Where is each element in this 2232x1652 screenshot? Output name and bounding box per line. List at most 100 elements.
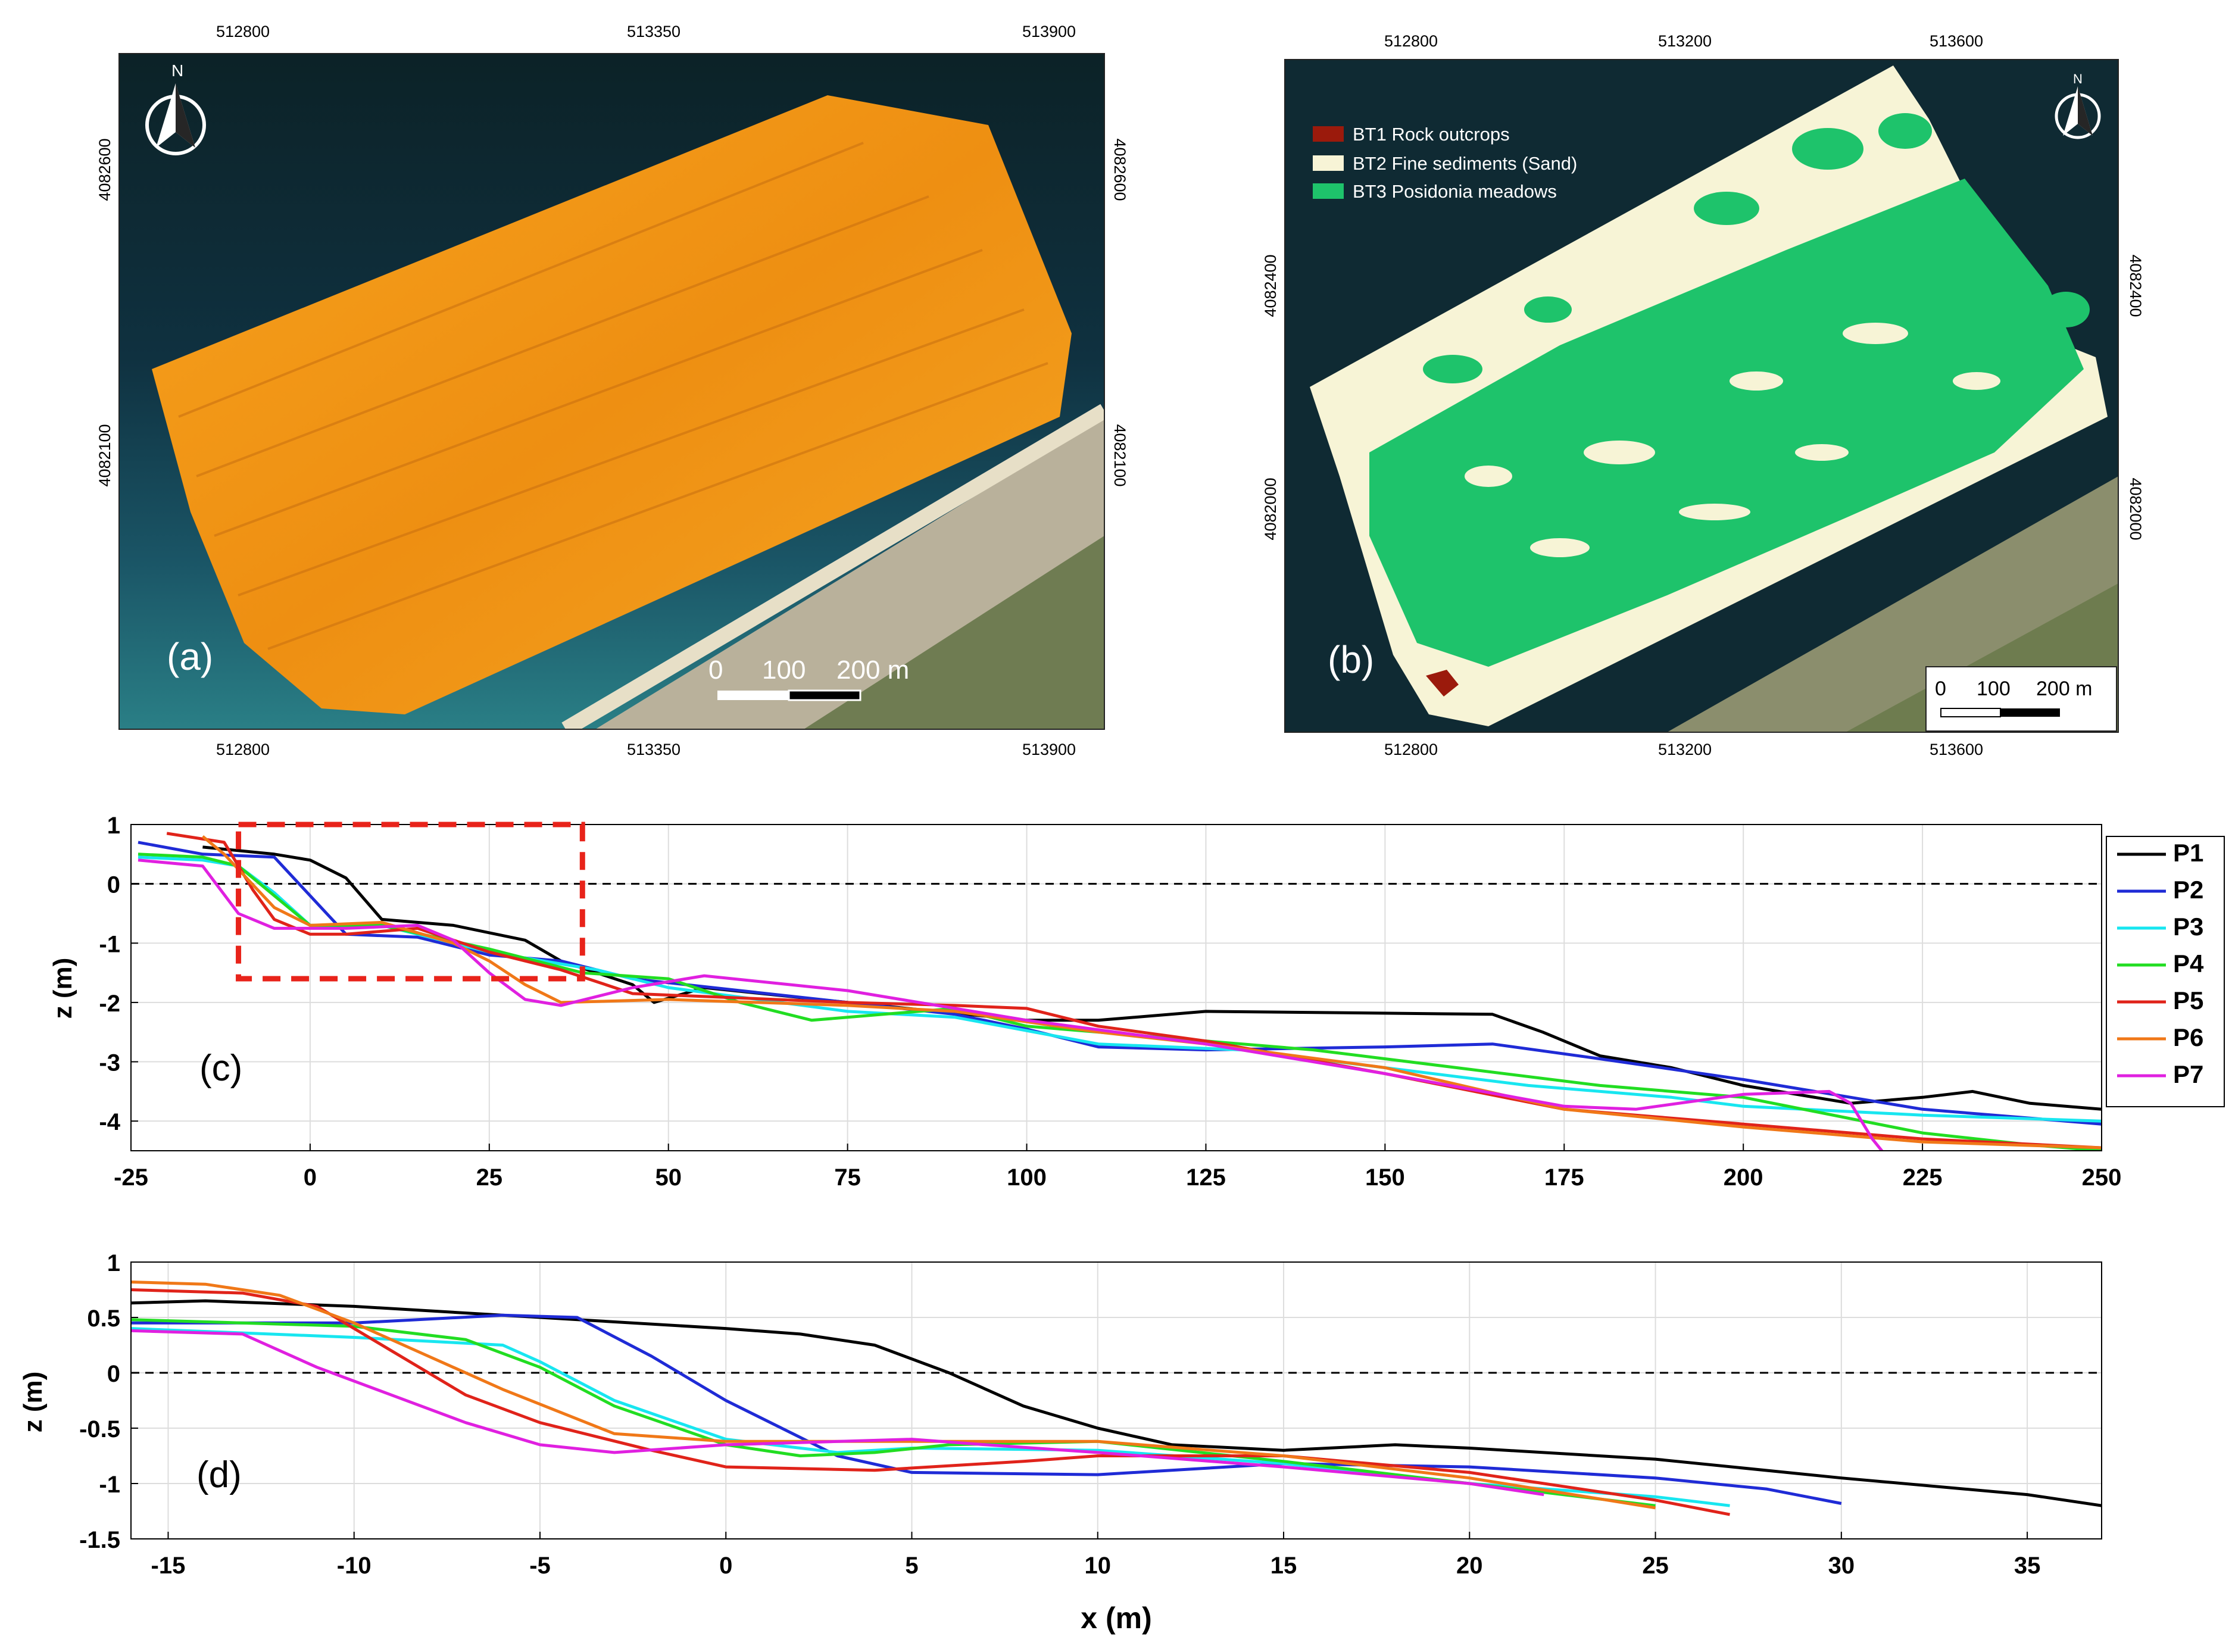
a-xtick-top-3: 513900: [1022, 23, 1076, 40]
legend-label-p4: P4: [2173, 950, 2204, 978]
legend-label-sand: BT2 Fine sediments (Sand): [1353, 153, 1577, 174]
profile-chart-c: -25 0 25 50 75 100 125 150 175 200 225 250 1 0 -1 -2 -3 -…: [48, 813, 2225, 1191]
y-tick-label: -4: [99, 1109, 120, 1135]
x-tick-label: 75: [834, 1164, 861, 1191]
series-line-p6: [201, 835, 2102, 1150]
b-ytick-left-2: 4082000: [1262, 477, 1279, 540]
legend-label-p7: P7: [2173, 1060, 2203, 1088]
a-ytick-right-2: 4082100: [1111, 424, 1129, 486]
b-ytick-right-2: 4082000: [2127, 477, 2144, 540]
panel-d-label: (d): [196, 1454, 242, 1495]
x-tick-label: 150: [1365, 1164, 1405, 1191]
y-tick-label: -2: [99, 991, 120, 1017]
axes-frame-d: [130, 1261, 2102, 1539]
xlabel-d: x (m): [1081, 1601, 1151, 1635]
y-tick-label: 1: [107, 1250, 120, 1276]
legend-label-p5: P5: [2173, 986, 2203, 1014]
ylabel-c: z (m): [48, 958, 77, 1019]
x-tick-label: 100: [1007, 1164, 1047, 1191]
scalebar-b-0: 0: [1935, 677, 1946, 700]
y-tick-label: 0: [107, 872, 120, 898]
series-line-p3: [131, 1327, 1730, 1507]
b-xtick-top-1: 512800: [1384, 32, 1438, 50]
panel-a-map: N 0 100 200 m (a) 512800 513350 513900 5…: [96, 23, 1129, 758]
legend-swatch-sand: [1313, 155, 1344, 171]
x-tick-label: 175: [1544, 1164, 1584, 1191]
x-tick-label: 0: [304, 1164, 317, 1191]
x-tick-label: 30: [1828, 1553, 1855, 1579]
b-xtick-bottom-2: 513200: [1658, 741, 1712, 758]
x-tick-label: 250: [2082, 1164, 2122, 1191]
axes-frame-c: [130, 824, 2102, 1151]
legend-label-p2: P2: [2173, 876, 2203, 904]
y-tick-label: -1: [99, 931, 120, 957]
scalebar-b-200: 200 m: [2036, 677, 2093, 700]
legend-label-p6: P6: [2173, 1023, 2203, 1051]
beach: [561, 404, 1104, 729]
x-tick-label: 25: [476, 1164, 503, 1191]
b-xtick-top-3: 513600: [1930, 32, 1983, 50]
a-xtick-bottom-1: 512800: [216, 741, 270, 758]
b-xtick-bottom-3: 513600: [1930, 741, 1983, 758]
b-xtick-top-2: 513200: [1658, 32, 1712, 50]
panel-b-map: BT1 Rock outcrops BT2 Fine sediments (Sa…: [1262, 32, 2144, 758]
panel-b-label: (b): [1328, 638, 1374, 681]
a-xtick-bottom-3: 513900: [1022, 741, 1076, 758]
series-line-p7: [131, 1329, 1544, 1497]
x-tick-label: 50: [655, 1164, 682, 1191]
north-arrow-b-icon: N: [2055, 71, 2101, 139]
series-line-p3: [138, 855, 2102, 1123]
b-ytick-right-1: 4082400: [2127, 254, 2144, 317]
series-lines-d: [131, 1281, 2102, 1516]
x-tick-label: 200: [1724, 1164, 1763, 1191]
legend-label-rock: BT1 Rock outcrops: [1353, 124, 1510, 145]
ylabel-d: z (m): [18, 1372, 48, 1433]
zoom-region-box: [236, 822, 585, 982]
series-line-p6: [131, 1281, 1656, 1510]
bathymetry-mosaic: [152, 95, 1072, 714]
y-tick-label: -1.5: [79, 1527, 120, 1553]
habitat-legend: BT1 Rock outcrops BT2 Fine sediments (Sa…: [1313, 124, 1577, 202]
y-tick-label: 0.5: [87, 1306, 120, 1332]
series-line-p5: [166, 832, 2102, 1150]
x-tick-label: -15: [151, 1553, 186, 1579]
legend-c: P1 P2 P3 P4 P5 P6 P7: [2106, 836, 2225, 1107]
scalebar-200: 200 m: [836, 655, 909, 685]
x-tick-label: -10: [337, 1553, 372, 1579]
scalebar-b-100: 100: [1977, 677, 2011, 700]
series-line-p4: [138, 852, 2102, 1151]
legend-label-posidonia: BT3 Posidonia meadows: [1353, 181, 1557, 202]
sand-holes: [1465, 323, 2000, 557]
x-tick-label: 0: [719, 1553, 732, 1579]
legend-swatch-rock: [1313, 126, 1344, 142]
legend-box: [2106, 836, 2225, 1107]
grid-c: [130, 824, 2102, 1151]
panel-a-frame: [118, 53, 1105, 730]
y-tick-label: -3: [99, 1050, 120, 1076]
scalebar-b: 0 100 200 m: [1925, 666, 2117, 732]
profile-chart-d: -15 -10 -5 0 5 10 15 20 25 30 35 1 0.5 0 -0.5 -1 -1.5 (d…: [18, 1250, 2102, 1635]
x-tick-label: 225: [1903, 1164, 1943, 1191]
scalebar-a: 0 100 200 m: [708, 655, 909, 701]
legend-swatch-posidonia: [1313, 183, 1344, 199]
x-tick-label: 15: [1270, 1553, 1297, 1579]
b-xtick-bottom-1: 512800: [1384, 741, 1438, 758]
north-label-b: N: [2073, 71, 2083, 86]
scalebar-0: 0: [708, 655, 723, 685]
series-line-p7: [138, 858, 1884, 1151]
series-line-p5: [131, 1288, 1730, 1516]
legend-label-p1: P1: [2173, 839, 2203, 867]
panel-b-frame: [1284, 59, 2119, 733]
a-xtick-top-1: 512800: [216, 23, 270, 40]
panel-a-label: (a): [167, 635, 213, 678]
a-ytick-left-1: 4082600: [96, 138, 114, 201]
vegetation: [804, 536, 1104, 729]
a-xtick-top-2: 513350: [627, 23, 680, 40]
ticks-c: -25 0 25 50 75 100 125 150 175 200 225 250 1 0 -1 -2 -3 -…: [99, 813, 2121, 1191]
north-label: N: [171, 61, 183, 80]
x-tick-label: 10: [1085, 1553, 1112, 1579]
a-ytick-right-1: 4082600: [1111, 138, 1129, 201]
x-tick-label: -5: [529, 1553, 551, 1579]
ticks-d: -15 -10 -5 0 5 10 15 20 25 30 35 1 0.5 0 -0.5 -1 -1.5: [79, 1250, 2040, 1579]
